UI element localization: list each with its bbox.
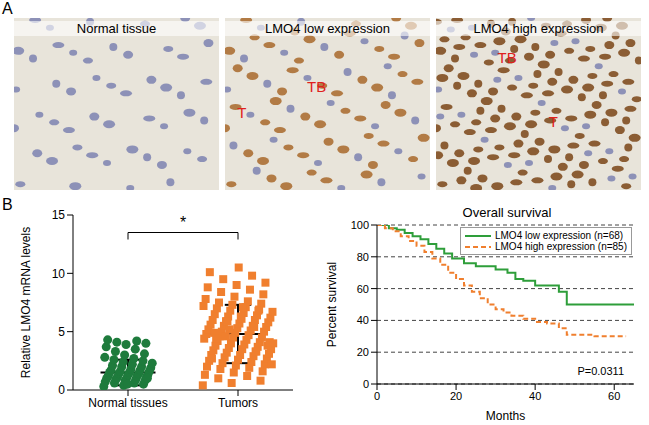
html-text:LMO4 low expression: LMO4 low expression [265, 21, 390, 36]
svg-text:Normal tissues: Normal tissues [88, 396, 167, 410]
html-text:TB: TB [497, 49, 517, 66]
svg-text:15: 15 [52, 208, 66, 222]
html-text:Normal tissue: Normal tissue [76, 21, 157, 36]
html-text:B: B [2, 196, 13, 213]
svg-text:Relative LMO4 mRNA levels: Relative LMO4 mRNA levels [19, 227, 33, 378]
svg-text:*: * [180, 214, 186, 231]
html-text:T: T [237, 104, 247, 121]
svg-text:0: 0 [363, 378, 369, 390]
html-text:TB: TB [307, 78, 327, 96]
svg-text:40: 40 [529, 390, 541, 402]
html-text:T: T [548, 112, 558, 130]
svg-text:20: 20 [357, 346, 369, 358]
svg-text:0: 0 [374, 390, 380, 402]
html-text:LMO4 high expression: LMO4 high expression [473, 21, 604, 36]
html-text:Overall survival: Overall survival [462, 205, 552, 220]
svg-text:Months: Months [486, 409, 525, 423]
svg-text:20: 20 [450, 390, 462, 402]
svg-text:0: 0 [58, 383, 65, 397]
html-text:LMO4 low expression (n=68): LMO4 low expression (n=68) [495, 230, 624, 241]
html-text:A: A [2, 0, 13, 17]
html-text:LMO4 high expression (n=85): LMO4 high expression (n=85) [495, 241, 627, 252]
svg-text:100: 100 [351, 219, 369, 231]
svg-text:60: 60 [608, 390, 620, 402]
html-text:P=0.0311: P=0.0311 [577, 365, 624, 377]
svg-text:80: 80 [357, 251, 369, 263]
svg-text:Percent survival: Percent survival [325, 262, 339, 347]
svg-text:Tumors: Tumors [218, 396, 258, 410]
svg-text:40: 40 [357, 314, 369, 326]
svg-text:10: 10 [52, 267, 66, 281]
svg-text:60: 60 [357, 283, 369, 295]
svg-text:5: 5 [58, 325, 65, 339]
